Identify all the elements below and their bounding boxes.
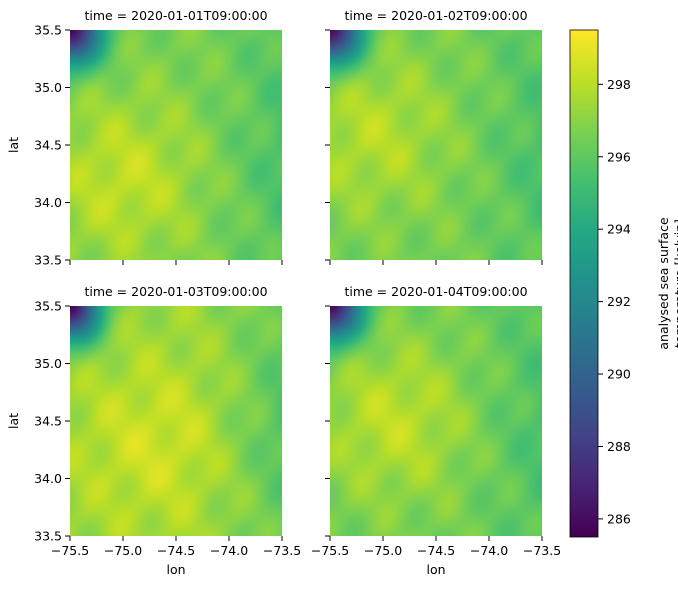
x-tick-label: −75.0: [364, 543, 402, 558]
heatmap-image: [330, 30, 542, 260]
x-tick-label: −74.5: [417, 543, 455, 558]
colorbar-gradient: [570, 30, 598, 537]
facet-panel-2: time = 2020-01-02T09:00:00: [325, 8, 543, 265]
y-tick-label: 34.5: [34, 138, 62, 153]
x-axis-label: lon: [166, 562, 185, 577]
colorbar-tick-label: 290: [607, 367, 631, 382]
panel-title: time = 2020-01-02T09:00:00: [344, 8, 527, 23]
panel-title: time = 2020-01-04T09:00:00: [344, 284, 527, 299]
y-tick-label: 33.5: [34, 529, 62, 544]
x-tick-label: −75.5: [51, 543, 89, 558]
y-tick-label: 35.0: [34, 80, 62, 95]
panel-title: time = 2020-01-01T09:00:00: [84, 8, 267, 23]
facet-panel-3: time = 2020-01-03T09:00:00 −75.5 −75.0 −74.…: [6, 284, 301, 577]
facet-panel-1: time = 2020-01-01T09:00:00 33.5 34.0 34.5 35…: [6, 8, 283, 268]
panel-title: time = 2020-01-03T09:00:00: [84, 284, 267, 299]
colorbar: 286 288 290 292 294 296 298 analysed sea surfac…: [569, 29, 678, 538]
y-tick-label: 35.5: [34, 23, 62, 38]
colorbar-frame: [569, 29, 599, 538]
y-tick-label: 35.5: [34, 299, 62, 314]
y-tick-label: 33.5: [34, 253, 62, 268]
colorbar-tick-label: 292: [607, 294, 631, 309]
x-tick-label: −73.5: [523, 543, 561, 558]
colorbar-tick-label: 286: [607, 511, 631, 526]
y-axis-label: lat: [6, 137, 21, 153]
heatmap-image: [70, 30, 282, 260]
x-tick-label: −74.0: [210, 543, 248, 558]
colorbar-tick-label: 288: [607, 439, 631, 454]
heatmap-image: [70, 306, 282, 536]
y-tick-label: 34.0: [34, 195, 62, 210]
panels-layer: time = 2020-01-01T09:00:00 33.5 34.0 34.5 35…: [6, 8, 561, 577]
colorbar-label: analysed sea surface temperature [kelvin]: [656, 217, 678, 350]
x-axis-label: lon: [426, 562, 445, 577]
heatmap-image: [330, 306, 542, 536]
colorbar-label-line2: temperature [kelvin]: [672, 219, 678, 348]
y-tick-label: 34.0: [34, 471, 62, 486]
y-tick-label: 35.0: [34, 356, 62, 371]
x-tick-label: −74.0: [470, 543, 508, 558]
x-tick-label: −75.0: [104, 543, 142, 558]
y-axis-label: lat: [6, 413, 21, 429]
colorbar-label-line1: analysed sea surface: [656, 217, 671, 350]
colorbar-tick-label: 294: [607, 222, 631, 237]
x-tick-label: −74.5: [157, 543, 195, 558]
facet-panel-4: time = 2020-01-04T09:00:00 −75.5 −75.0 −74.…: [311, 284, 561, 577]
x-tick-label: −75.5: [311, 543, 349, 558]
y-tick-label: 34.5: [34, 414, 62, 429]
x-tick-label: −73.5: [263, 543, 301, 558]
colorbar-tick-label: 298: [607, 77, 631, 92]
colorbar-tick-label: 296: [607, 149, 631, 164]
